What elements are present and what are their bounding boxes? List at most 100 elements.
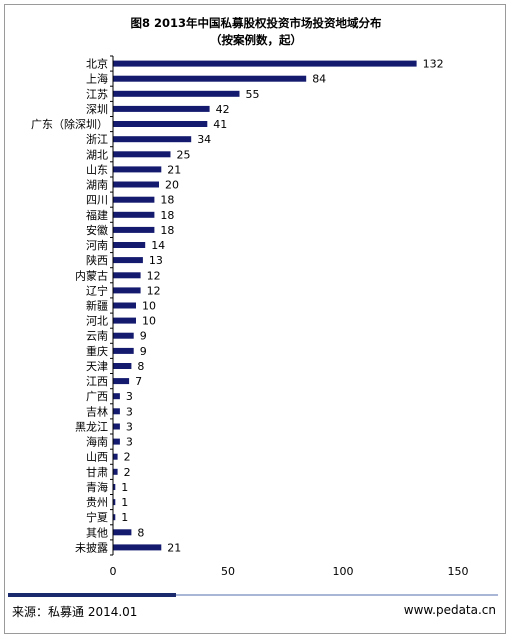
- bar: [113, 332, 134, 339]
- footer-divider: [176, 594, 498, 596]
- category-label: 贵州: [86, 496, 108, 509]
- value-label: 14: [151, 239, 165, 252]
- bar: [113, 453, 118, 460]
- value-label: 21: [167, 163, 181, 176]
- value-label: 41: [213, 118, 227, 131]
- bar: [113, 347, 134, 354]
- category-label: 宁夏: [86, 510, 108, 524]
- category-label: 山东: [86, 163, 108, 176]
- bar: [113, 302, 136, 309]
- bar: [113, 272, 141, 279]
- bar: [113, 60, 417, 67]
- bar: [113, 484, 116, 490]
- bar: [113, 166, 162, 173]
- category-label: 天津: [86, 360, 108, 373]
- category-label: 黑龙江: [75, 421, 108, 434]
- bar: [113, 151, 171, 158]
- category-label: 云南: [86, 330, 108, 343]
- value-label: 20: [165, 179, 179, 192]
- bar: [113, 408, 120, 415]
- value-label: 12: [147, 284, 161, 297]
- bar: [113, 499, 116, 506]
- value-label: 3: [126, 421, 133, 434]
- category-label: 广西: [86, 390, 108, 403]
- value-label: 42: [216, 103, 230, 116]
- value-label: 10: [142, 315, 156, 328]
- category-label: 海南: [86, 435, 108, 449]
- category-label: 湖南: [86, 179, 108, 192]
- value-label: 3: [126, 436, 133, 449]
- value-label: 3: [126, 390, 133, 403]
- value-label: 12: [147, 269, 161, 282]
- value-label: 2: [124, 466, 131, 479]
- category-label: 重庆: [86, 344, 108, 358]
- bar: [113, 438, 120, 445]
- bar: [113, 90, 240, 97]
- bar: [113, 423, 120, 430]
- source-note: 来源：私募通 2014.01: [12, 605, 138, 619]
- x-tick-label: 50: [221, 565, 235, 578]
- bar: [113, 121, 208, 127]
- category-label: 江苏: [86, 88, 108, 101]
- category-label: 山西: [86, 451, 108, 464]
- x-tick-label: 100: [333, 565, 354, 578]
- bar: [113, 105, 210, 112]
- category-label: 辽宁: [86, 283, 108, 297]
- category-label: 上海: [86, 72, 108, 86]
- category-label: 广东（除深圳）: [31, 117, 108, 131]
- bar: [113, 181, 159, 188]
- category-label: 其他: [86, 526, 108, 539]
- value-label: 8: [137, 526, 144, 539]
- value-label: 18: [160, 194, 174, 207]
- x-tick-label: 0: [110, 565, 117, 578]
- bar: [113, 226, 155, 233]
- bar: [113, 378, 130, 385]
- category-label: 青海: [86, 480, 108, 494]
- chart-frame: [4, 4, 506, 634]
- category-label: 江西: [86, 375, 108, 388]
- value-label: 3: [126, 405, 133, 418]
- category-label: 河南: [86, 239, 108, 252]
- bar: [113, 242, 146, 248]
- bar: [113, 287, 141, 294]
- value-label: 1: [121, 511, 128, 524]
- value-label: 2: [124, 451, 131, 464]
- value-label: 21: [167, 541, 181, 554]
- bars-layer: 1328455424134252120181818141312121010998…: [113, 58, 444, 554]
- chart-subtitle: （按案例数，起）: [210, 33, 302, 47]
- bar: [113, 468, 118, 475]
- value-label: 18: [160, 224, 174, 237]
- value-label: 25: [177, 148, 191, 161]
- value-label: 9: [140, 330, 147, 343]
- value-label: 55: [246, 88, 260, 101]
- category-label: 未披露: [75, 540, 108, 554]
- category-label: 四川: [86, 194, 108, 207]
- category-label: 新疆: [86, 299, 108, 313]
- category-label: 北京: [86, 57, 108, 71]
- value-label: 1: [121, 481, 128, 494]
- category-label: 陕西: [86, 253, 108, 267]
- value-label: 8: [137, 360, 144, 373]
- website-link[interactable]: www.pedata.cn: [403, 603, 496, 617]
- category-label: 甘肃: [86, 466, 108, 479]
- category-label: 吉林: [86, 404, 108, 418]
- value-label: 13: [149, 254, 163, 267]
- bar: [113, 529, 132, 536]
- bar: [113, 514, 116, 521]
- bar: [113, 544, 162, 551]
- category-label: 河北: [86, 315, 108, 328]
- bar: [113, 393, 120, 400]
- value-label: 10: [142, 300, 156, 313]
- value-label: 34: [197, 133, 211, 146]
- bar: [113, 363, 132, 369]
- category-label: 内蒙古: [75, 268, 108, 282]
- category-label: 深圳: [86, 103, 108, 116]
- value-label: 18: [160, 209, 174, 222]
- value-label: 9: [140, 345, 147, 358]
- value-label: 1: [121, 496, 128, 509]
- value-label: 84: [312, 73, 326, 86]
- value-label: 7: [135, 375, 142, 388]
- bar: [113, 211, 155, 218]
